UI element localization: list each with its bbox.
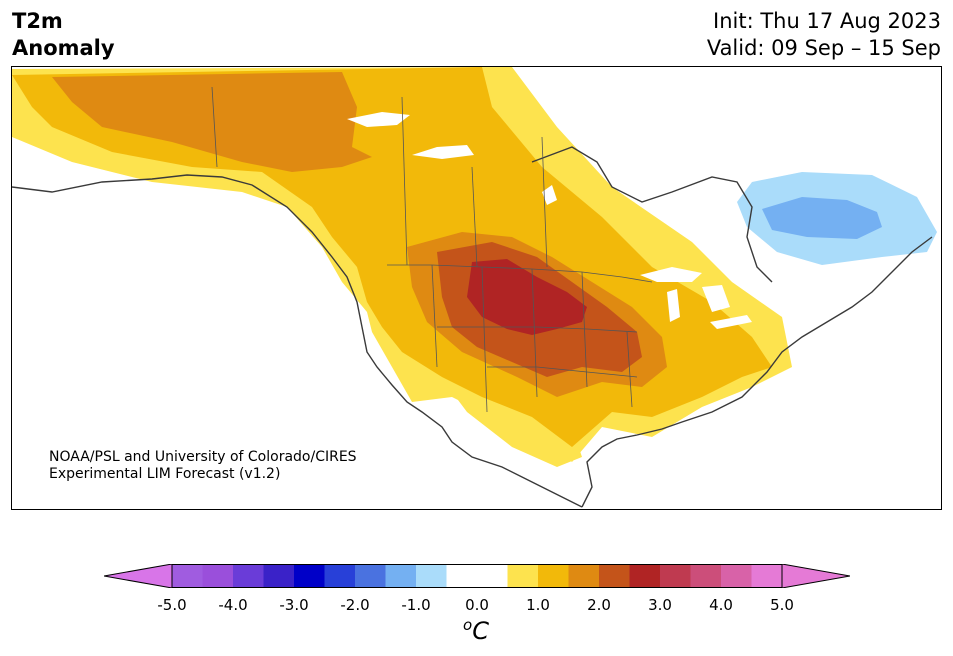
lake-erie [710, 315, 752, 329]
colorbar-extend-low [104, 564, 173, 588]
colorbar-bin [294, 564, 325, 588]
colorbar-unit: oC [463, 616, 489, 645]
colorbar-bin [324, 564, 355, 588]
colorbar-bin [233, 564, 264, 588]
valid-period: Valid: 09 Sep – 15 Sep [706, 36, 941, 60]
colorbar-bin [538, 564, 569, 588]
colorbar-bin [263, 564, 294, 588]
init-date: Init: Thu 17 Aug 2023 [713, 9, 941, 33]
colorbar-bin [690, 564, 721, 588]
colorbar-tick-label: -2.0 [340, 596, 370, 614]
anomaly-region-red [467, 259, 587, 335]
credit-line-2: Experimental LIM Forecast (v1.2) [49, 466, 281, 482]
lake-superior [640, 267, 702, 282]
colorbar-frame [171, 564, 783, 588]
colorbar-extend-high [781, 564, 850, 588]
colorbar-tick-label: 2.0 [587, 596, 611, 614]
colorbar-bin [446, 564, 508, 588]
lake-michigan [667, 289, 680, 322]
colorbar-tick-label: 0.0 [465, 596, 489, 614]
lake-winnipeg [542, 185, 557, 205]
colorbar-bin [568, 564, 599, 588]
anomaly-region-mexico [432, 367, 582, 467]
map-title: T2m Anomaly [12, 8, 115, 62]
colorbar-bin [507, 564, 538, 588]
colorbar-tick-label: 5.0 [770, 596, 794, 614]
anomaly-map-svg [12, 67, 937, 508]
lake-athabasca [347, 112, 410, 127]
coastlines [12, 146, 933, 508]
forecast-map [11, 66, 942, 510]
colorbar-bin [172, 564, 203, 588]
colorbar-tick-label: -5.0 [157, 596, 187, 614]
colorbar-ticks: -5.0 -4.0 -3.0 -2.0 -1.0 0.0 1.0 2.0 3.0 4.0 5.0 [0, 596, 953, 616]
colorbar-tick-label: -4.0 [218, 596, 248, 614]
anomaly-region-blue [762, 197, 882, 239]
credit-line-1: NOAA/PSL and University of Colorado/CIRE… [49, 449, 357, 465]
colorbar-bin [629, 564, 660, 588]
colorbar-bin [721, 564, 752, 588]
colorbar-bin [355, 564, 386, 588]
forecast-dates: Init: Thu 17 Aug 2023 Valid: 09 Sep – 15… [707, 8, 941, 62]
credit-text: NOAA/PSL and University of Colorado/CIRE… [49, 449, 357, 483]
colorbar-bin [599, 564, 630, 588]
colorbar-tick-label: 1.0 [526, 596, 550, 614]
lake-huron [702, 285, 730, 312]
colorbar-bin [660, 564, 691, 588]
colorbar-tick-label: -3.0 [279, 596, 309, 614]
colorbar-tick-label: 4.0 [709, 596, 733, 614]
unit-letter: C [472, 617, 489, 645]
colorbar-tick-label: 3.0 [648, 596, 672, 614]
variable-label: T2m [12, 9, 63, 33]
lake-great-slave [412, 145, 474, 159]
colorbar-bin [751, 564, 782, 588]
anomaly-region-orange [52, 72, 372, 172]
colorbar-bin [385, 564, 416, 588]
colorbar-bin [416, 564, 447, 588]
unit-degree: o [463, 616, 473, 634]
colorbar [104, 564, 850, 588]
colorbar-bin [202, 564, 233, 588]
colorbar-tick-label: -1.0 [401, 596, 431, 614]
political-borders [211, 86, 653, 413]
anomaly-label: Anomaly [12, 36, 115, 60]
